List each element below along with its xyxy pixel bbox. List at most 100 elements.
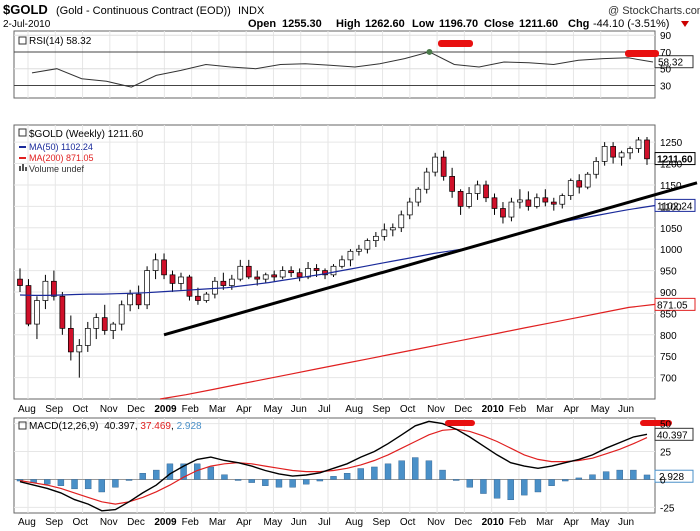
x-tick-label-macd: Jun xyxy=(291,517,307,528)
candle-body xyxy=(517,199,523,203)
highlight-marker xyxy=(438,40,473,47)
candle-body xyxy=(347,250,354,261)
highlight-marker xyxy=(640,420,672,426)
macd-hist-value-box xyxy=(654,469,694,483)
macd-histogram-bar xyxy=(466,479,474,488)
macd-histogram-bar xyxy=(602,471,610,480)
candle-body xyxy=(593,161,600,175)
macd-histogram-bar xyxy=(84,479,92,490)
candle-body xyxy=(449,176,455,192)
open-label: Open xyxy=(248,18,276,30)
candle-body xyxy=(212,280,218,295)
candle-body xyxy=(161,259,167,276)
price-value-box xyxy=(654,297,696,311)
candle-body xyxy=(186,276,193,297)
candle-body xyxy=(101,317,108,331)
candle-body xyxy=(313,268,320,271)
candle-body xyxy=(93,317,100,329)
candle-body xyxy=(389,227,396,231)
price-value-box xyxy=(654,198,696,212)
candle-body xyxy=(534,197,540,207)
candle-body xyxy=(135,293,142,306)
price-tick-label: 800 xyxy=(660,331,677,342)
candle-body xyxy=(76,345,83,353)
x-tick-label-macd: Mar xyxy=(209,517,227,528)
macd-histogram-bar xyxy=(207,466,215,480)
candle-body xyxy=(203,293,210,301)
macd-hist-value-label: 2.928 xyxy=(659,472,684,483)
x-tick-label-macd: May xyxy=(591,517,610,528)
macd-legend-macd: 40.397 xyxy=(104,421,135,432)
candle-body xyxy=(195,295,201,301)
description: (Gold - Continuous Contract (EOD)) xyxy=(56,5,231,17)
x-tick-label-macd: Sep xyxy=(45,517,63,528)
macd-tick-label: 50 xyxy=(660,420,672,431)
macd-histogram-bar xyxy=(507,479,514,501)
macd-histogram-bar xyxy=(71,479,78,490)
candle-body xyxy=(296,272,303,278)
macd-histogram-bar xyxy=(398,460,405,480)
x-tick-label: Apr xyxy=(563,404,579,415)
candle-body xyxy=(271,274,278,278)
x-tick-label: Dec xyxy=(454,404,472,415)
price-value-label: 871.05 xyxy=(657,300,688,311)
candle-body xyxy=(364,240,371,250)
low-value: 1196.70 xyxy=(439,18,478,30)
candle-body xyxy=(25,285,32,325)
macd-histogram-bar xyxy=(44,479,51,485)
candle-body xyxy=(474,184,481,194)
candle-body xyxy=(339,259,345,267)
macd-histogram-bar xyxy=(343,473,351,480)
x-tick-label: Apr xyxy=(236,404,252,415)
candle-body xyxy=(330,265,337,276)
candle-body xyxy=(254,276,261,280)
macd-signal-line xyxy=(19,428,648,505)
candle-body xyxy=(169,274,176,284)
price-value-box xyxy=(654,152,696,166)
rsi-line xyxy=(31,51,654,88)
x-tick-label-macd: Jun xyxy=(618,517,634,528)
candle-body xyxy=(34,300,40,325)
x-tick-label: Feb xyxy=(182,404,200,415)
x-tick-label: Jun xyxy=(291,404,307,415)
candle-body xyxy=(584,173,591,188)
price-value-label: 1211.60 xyxy=(657,155,693,166)
macd-tick-label: 0 xyxy=(660,475,666,486)
high-label: High xyxy=(336,18,361,30)
candle-body xyxy=(432,156,439,173)
macd-histogram-bar xyxy=(112,479,119,488)
candle-body xyxy=(51,280,57,297)
candle-body xyxy=(110,323,117,331)
x-tick-label-macd: Dec xyxy=(127,517,145,528)
candle-body xyxy=(67,328,74,353)
price-panel xyxy=(13,124,656,400)
macd-histogram-bar xyxy=(153,469,160,480)
macd-histogram-bar xyxy=(221,474,228,480)
candle-body xyxy=(381,229,388,237)
chg-value: -44.10 (-3.51%) xyxy=(593,18,669,30)
rsi-tick-label: 50 xyxy=(660,65,672,76)
x-tick-label-macd: Jul xyxy=(318,517,331,528)
macd-histogram-bar xyxy=(425,460,433,480)
price-tick-label: 950 xyxy=(660,267,677,278)
rsi-legend-text: RSI(14) 58.32 xyxy=(29,36,92,47)
x-tick-label-macd: Dec xyxy=(454,517,472,528)
price-tick-label: 1200 xyxy=(660,160,683,171)
macd-histogram-bar xyxy=(57,479,65,486)
candle-body xyxy=(17,278,23,286)
price-legend: $GOLD (Weekly) 1211.60 MA(50) 1102.24 MA… xyxy=(18,128,144,174)
x-tick-label: Sep xyxy=(45,404,63,415)
chg-label: Chg xyxy=(568,18,589,30)
x-tick-label: Jul xyxy=(318,404,331,415)
macd-histogram-bar xyxy=(643,474,651,480)
candle-body xyxy=(508,201,515,218)
macd-histogram-bar xyxy=(480,479,487,494)
candle-body xyxy=(491,197,498,209)
macd-histogram-bar xyxy=(575,477,583,480)
rsi-overbought-marker xyxy=(426,48,433,55)
rsi-value-box xyxy=(654,55,694,69)
candle-body xyxy=(144,270,150,306)
x-tick-label: Sep xyxy=(373,404,391,415)
macd-histogram-bar xyxy=(125,479,133,481)
x-tick-label: Mar xyxy=(209,404,227,415)
